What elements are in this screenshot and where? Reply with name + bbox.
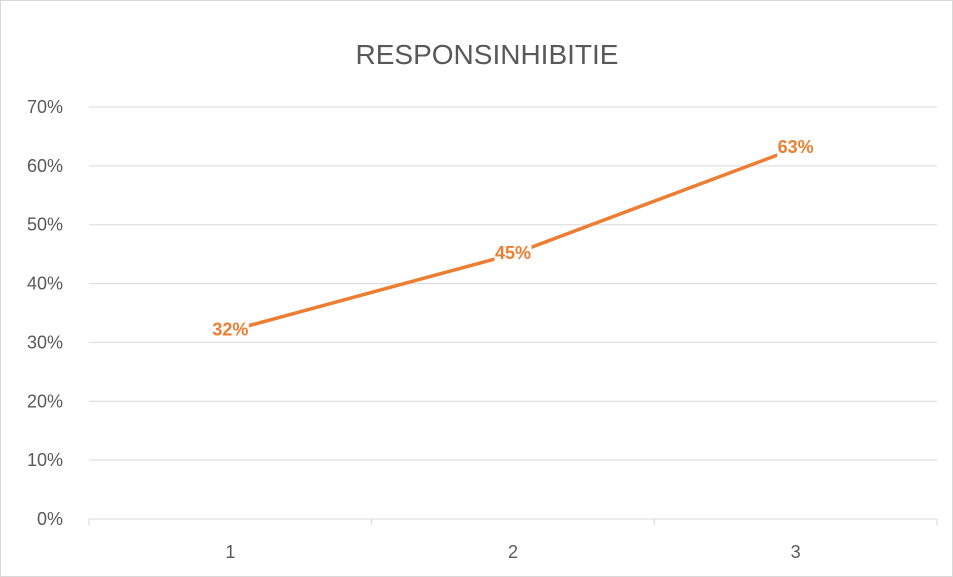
y-tick-label: 70% [27, 97, 63, 117]
y-tick-label: 40% [27, 274, 63, 294]
series-line [228, 146, 798, 333]
data-label-background [494, 241, 532, 264]
axes [88, 518, 938, 525]
y-tick-label: 30% [27, 332, 63, 352]
data-label: 45% [495, 243, 531, 263]
x-tick-label: 1 [225, 542, 235, 562]
x-tick-labels: 1 2 3 [225, 542, 800, 562]
y-tick-label: 20% [27, 391, 63, 411]
y-tick-labels: 0% 10% 20% 30% 40% 50% 60% 70% [27, 97, 63, 529]
y-tick-label: 10% [27, 450, 63, 470]
x-tick-label: 3 [791, 542, 801, 562]
x-tick-label: 2 [508, 542, 518, 562]
data-label: 32% [212, 320, 248, 340]
chart-title: RESPONSINHIBITIE [356, 39, 619, 70]
data-label-background [777, 135, 815, 158]
y-tick-label: 60% [27, 156, 63, 176]
y-tick-label: 50% [27, 215, 63, 235]
data-label-background [211, 317, 249, 340]
data-labels: 32% 45% 63% [211, 135, 815, 340]
gridlines [89, 106, 937, 461]
data-label: 63% [778, 137, 814, 157]
series [228, 146, 798, 333]
y-tick-label: 0% [37, 509, 63, 529]
